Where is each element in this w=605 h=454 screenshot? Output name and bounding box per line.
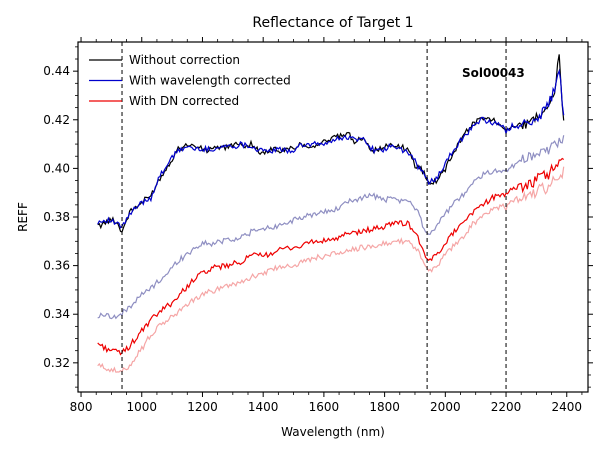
x-tick-label: 1000 bbox=[126, 400, 157, 414]
y-tick-label: 0.44 bbox=[43, 64, 70, 78]
ticks-layer: 800 1000 1200 1400 1600 1800 2000 2200 2400 0.32 0… bbox=[43, 37, 593, 414]
x-tick-label: 1200 bbox=[187, 400, 218, 414]
legend: Without correction With wavelength correc… bbox=[89, 53, 291, 108]
y-tick-label: 0.32 bbox=[43, 356, 70, 370]
x-tick-label: 800 bbox=[70, 400, 93, 414]
y-axis-title: REFF bbox=[16, 202, 30, 232]
x-axis-title: Wavelength (nm) bbox=[281, 425, 385, 439]
legend-label-with-dn-corrected: With DN corrected bbox=[129, 94, 239, 108]
series-line-shifted-3 bbox=[97, 135, 565, 320]
vline-layer bbox=[121, 42, 507, 392]
x-tick-label: 2400 bbox=[551, 400, 582, 414]
series-layer bbox=[97, 54, 565, 373]
legend-label-without-correction: Without correction bbox=[129, 53, 240, 67]
x-tick-label: 1400 bbox=[248, 400, 279, 414]
x-tick-label: 1800 bbox=[369, 400, 400, 414]
series-line-with-wavelength-corrected bbox=[97, 68, 565, 229]
y-tick-label: 0.42 bbox=[43, 113, 70, 127]
x-tick-label: 2000 bbox=[430, 400, 461, 414]
legend-label-with-wavelength-corrected: With wavelength corrected bbox=[129, 74, 291, 88]
series-line-with-dn-corrected bbox=[97, 157, 565, 356]
chart-title: Reflectance of Target 1 bbox=[252, 15, 413, 31]
y-tick-label: 0.36 bbox=[43, 259, 70, 273]
x-tick-label: 2200 bbox=[491, 400, 522, 414]
y-tick-label: 0.40 bbox=[43, 161, 70, 175]
x-tick-label: 1600 bbox=[309, 400, 340, 414]
y-tick-label: 0.38 bbox=[43, 210, 70, 224]
sol-annotation: Sol00043 bbox=[462, 66, 525, 80]
series-line-shifted-4 bbox=[97, 166, 565, 373]
y-tick-label: 0.34 bbox=[43, 307, 70, 321]
